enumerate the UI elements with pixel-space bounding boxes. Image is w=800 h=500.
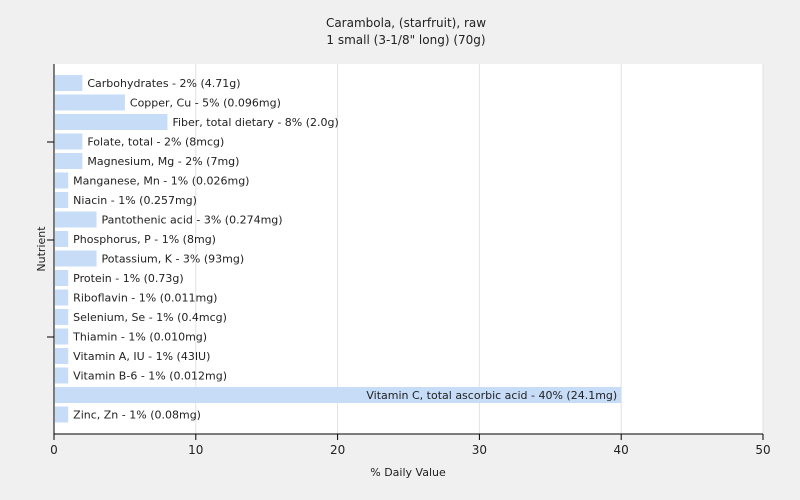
bar [55,75,83,91]
chart-title: Carambola, (starfruit), raw [326,16,486,30]
bar-label: Protein - 1% (0.73g) [73,272,184,285]
bar [55,367,69,384]
bar [55,348,69,364]
bar [55,289,69,306]
y-axis-label: Nutrient [35,226,48,272]
x-tick-label: 40 [614,443,629,457]
bar-label: Copper, Cu - 5% (0.096mg) [130,97,281,110]
bar [55,153,83,169]
bar-label: Vitamin C, total ascorbic acid - 40% (24… [366,389,617,402]
bar-label: Vitamin A, IU - 1% (43IU) [73,350,210,363]
bar-label: Zinc, Zn - 1% (0.08mg) [73,409,201,422]
bar [55,192,69,208]
bar [55,172,69,189]
bar-label: Carbohydrates - 2% (4.71g) [87,77,240,90]
plot-area [54,64,763,434]
bar [55,270,69,286]
bar-label: Riboflavin - 1% (0.011mg) [73,292,217,305]
bar-label: Thiamin - 1% (0.010mg) [72,331,207,344]
bar-label: Vitamin B-6 - 1% (0.012mg) [73,370,227,383]
axes: 0 10 20 30 40 50 [47,64,771,457]
bar [55,406,69,423]
bar-label: Phosphorus, P - 1% (8mg) [73,233,216,246]
bar [55,387,622,403]
bar [55,94,125,111]
x-tick-label: 30 [472,443,487,457]
chart-subtitle: 1 small (3-1/8" long) (70g) [326,33,485,47]
x-tick-label: 20 [330,443,345,457]
bar-label: Selenium, Se - 1% (0.4mcg) [73,311,227,324]
bar-label: Manganese, Mn - 1% (0.026mg) [73,175,249,188]
x-tick-label: 10 [188,443,203,457]
bar [55,328,69,345]
bar-label: Niacin - 1% (0.257mg) [73,194,197,207]
bar-label: Pantothenic acid - 3% (0.274mg) [102,214,283,227]
bar-label: Magnesium, Mg - 2% (7mg) [87,155,239,168]
x-tick-label: 50 [755,443,770,457]
bar [55,231,69,247]
bar [55,211,97,228]
x-axis-label: % Daily Value [370,466,446,479]
grid-lines [195,64,764,434]
bars: Carbohydrates - 2% (4.71g) Copper, Cu - 5… [55,75,622,423]
bar [55,114,168,130]
bar-label: Fiber, total dietary - 8% (2.0g) [172,116,338,129]
bar-label: Folate, total - 2% (8mcg) [87,136,224,149]
bar-label: Potassium, K - 3% (93mg) [102,253,245,266]
bar [55,250,97,267]
bar [55,309,69,325]
x-tick-label: 0 [50,443,58,457]
bar [55,133,83,150]
